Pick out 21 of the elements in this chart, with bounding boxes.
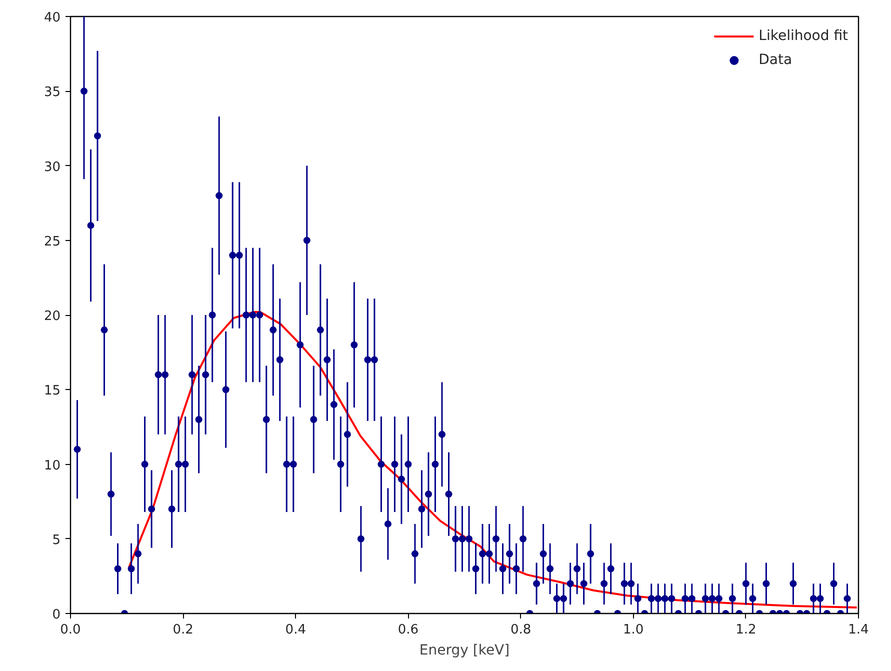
y-tick-label: 20	[44, 309, 61, 324]
y-tick-label: 5	[52, 532, 61, 548]
legend-label: Likelihood fit	[758, 28, 848, 44]
x-axis-title: Energy [keV]	[419, 642, 510, 658]
y-tick-label: 25	[44, 234, 61, 250]
legend-label: Data	[758, 52, 792, 68]
y-tick-label: 35	[44, 85, 61, 100]
x-tick-label: 1.0	[623, 622, 644, 638]
x-tick-label: 0.4	[285, 622, 306, 638]
x-tick-label: 0.6	[398, 622, 419, 638]
y-tick-label: 10	[44, 458, 61, 474]
y-tick-label: 15	[44, 384, 61, 399]
x-tick-label: 0.2	[172, 622, 194, 638]
x-tick-label: 0.8	[510, 622, 532, 638]
x-tick-label: 0.0	[60, 622, 81, 638]
y-tick-label: 40	[44, 10, 61, 26]
x-tick-label: 1.4	[848, 622, 869, 638]
line-series	[128, 311, 858, 609]
y-tick-label: 0	[52, 608, 61, 622]
y-tick-label: 30	[44, 160, 61, 175]
x-tick-label: 1.2	[736, 622, 756, 638]
